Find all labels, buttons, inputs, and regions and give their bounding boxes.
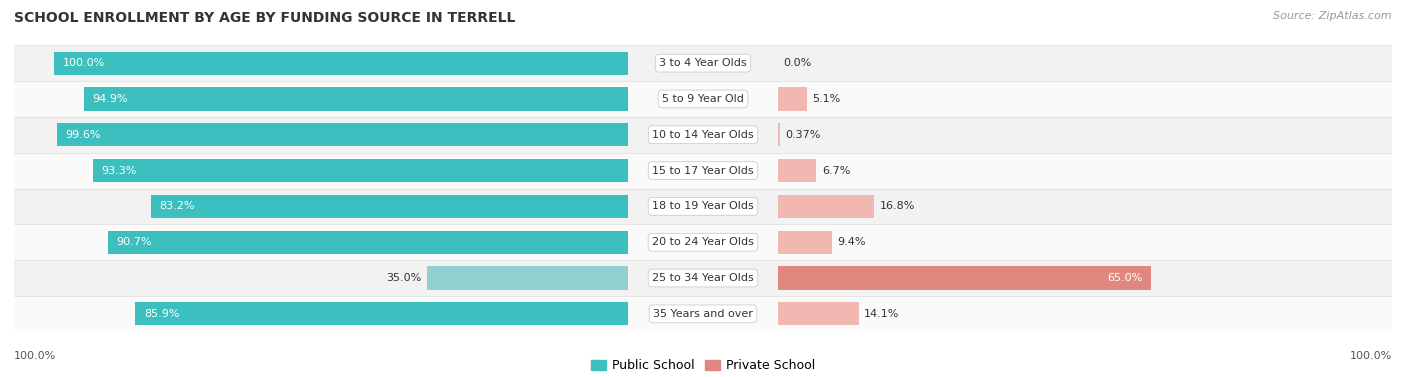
Bar [135, 302, 628, 325]
Text: 14.1%: 14.1% [865, 309, 900, 319]
Text: 85.9%: 85.9% [143, 309, 180, 319]
Text: 65.0%: 65.0% [1107, 273, 1142, 283]
Text: 3 to 4 Year Olds: 3 to 4 Year Olds [659, 58, 747, 68]
Text: 5 to 9 Year Old: 5 to 9 Year Old [662, 94, 744, 104]
Bar [778, 195, 875, 218]
Text: 6.7%: 6.7% [823, 166, 851, 176]
Text: 0.0%: 0.0% [783, 58, 811, 68]
Bar [150, 195, 628, 218]
Text: 99.6%: 99.6% [65, 130, 101, 140]
Text: 9.4%: 9.4% [838, 237, 866, 247]
Bar [778, 123, 780, 146]
Bar [108, 231, 628, 254]
Bar [14, 296, 1392, 332]
Bar [14, 81, 1392, 117]
Text: 100.0%: 100.0% [63, 58, 105, 68]
Text: 20 to 24 Year Olds: 20 to 24 Year Olds [652, 237, 754, 247]
Text: 83.2%: 83.2% [159, 201, 195, 211]
Text: 16.8%: 16.8% [880, 201, 915, 211]
Text: 15 to 17 Year Olds: 15 to 17 Year Olds [652, 166, 754, 176]
Text: SCHOOL ENROLLMENT BY AGE BY FUNDING SOURCE IN TERRELL: SCHOOL ENROLLMENT BY AGE BY FUNDING SOUR… [14, 11, 516, 25]
Text: 0.37%: 0.37% [786, 130, 821, 140]
Text: 10 to 14 Year Olds: 10 to 14 Year Olds [652, 130, 754, 140]
Text: 100.0%: 100.0% [1350, 351, 1392, 362]
Bar [778, 267, 1152, 290]
Bar [83, 87, 628, 110]
Bar [14, 224, 1392, 260]
Text: 5.1%: 5.1% [813, 94, 841, 104]
Bar [14, 117, 1392, 153]
Text: 25 to 34 Year Olds: 25 to 34 Year Olds [652, 273, 754, 283]
Legend: Public School, Private School: Public School, Private School [586, 354, 820, 377]
Bar [778, 159, 815, 182]
Bar [778, 231, 831, 254]
Bar [778, 87, 807, 110]
Text: 18 to 19 Year Olds: 18 to 19 Year Olds [652, 201, 754, 211]
Text: Source: ZipAtlas.com: Source: ZipAtlas.com [1274, 11, 1392, 21]
Bar [778, 302, 859, 325]
Text: 90.7%: 90.7% [117, 237, 152, 247]
Bar [55, 52, 628, 75]
Bar [14, 260, 1392, 296]
Bar [14, 188, 1392, 224]
Text: 100.0%: 100.0% [14, 351, 56, 362]
Bar [93, 159, 628, 182]
Text: 35 Years and over: 35 Years and over [652, 309, 754, 319]
Text: 35.0%: 35.0% [387, 273, 422, 283]
Bar [14, 153, 1392, 188]
Bar [56, 123, 628, 146]
Text: 93.3%: 93.3% [101, 166, 136, 176]
Text: 94.9%: 94.9% [93, 94, 128, 104]
Bar [427, 267, 628, 290]
Bar [14, 45, 1392, 81]
